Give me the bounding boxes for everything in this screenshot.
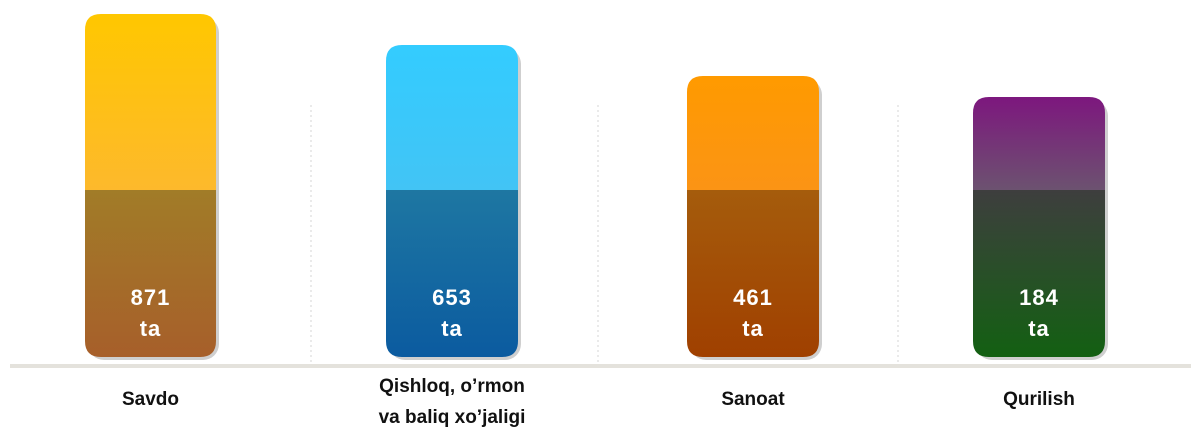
- bar-top: [687, 76, 819, 190]
- bar-bottom: [973, 190, 1105, 357]
- bar-top: [973, 97, 1105, 190]
- unit: ta: [441, 316, 463, 341]
- category-label: Sanoat: [721, 389, 785, 410]
- bar-bottom: [687, 190, 819, 357]
- unit: ta: [1028, 316, 1050, 341]
- bar-bottom: [386, 190, 518, 357]
- category-label: Savdo: [122, 389, 179, 410]
- category-label: va baliq xo’jaligi: [379, 407, 526, 428]
- bar-bottom: [85, 190, 216, 357]
- value: 461: [733, 285, 773, 310]
- bar-card: 461 ta Sanoat: [687, 76, 822, 410]
- bar-card: 871 ta Savdo: [85, 14, 219, 410]
- separators: [310, 105, 899, 365]
- value: 653: [432, 285, 472, 310]
- bar-card: 653 ta Qishloq, o’rmon va baliq xo’jaligi: [379, 45, 526, 428]
- baseline: [10, 364, 1191, 368]
- value: 184: [1019, 285, 1059, 310]
- value: 871: [131, 285, 171, 310]
- bar-top: [386, 45, 518, 190]
- category-label: Qishloq, o’rmon: [379, 376, 525, 397]
- unit: ta: [742, 316, 764, 341]
- unit: ta: [140, 316, 162, 341]
- category-label: Qurilish: [1003, 389, 1075, 410]
- bar-top: [85, 14, 216, 190]
- bar-card: 184 ta Qurilish: [973, 97, 1108, 410]
